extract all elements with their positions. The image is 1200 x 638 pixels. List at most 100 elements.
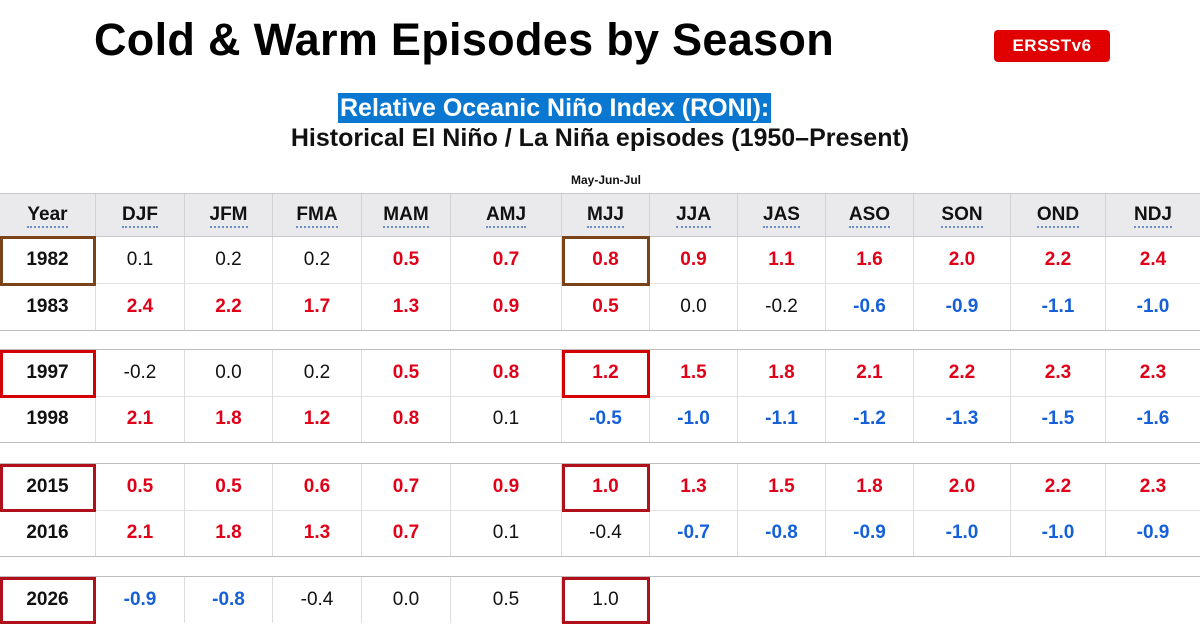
year-cell: 1983: [0, 284, 96, 330]
header-jja: JJA: [650, 194, 738, 236]
value-cell-amj: 0.1: [451, 510, 562, 556]
value-cell-amj: 0.1: [451, 396, 562, 442]
table-row-2015: 2015 0.5 0.5 0.6 0.7 0.9 1.0 1.3 1.5 1.8 2.0 2.2 2.3: [0, 464, 1200, 510]
value-cell-aso: -0.6: [826, 284, 914, 330]
value-cell-jfm: -0.8: [185, 577, 273, 623]
subtitle-highlighted: Relative Oceanic Niño Index (RONI):: [338, 93, 772, 123]
value-cell-jas: -1.1: [738, 396, 826, 442]
empty-cell: [650, 577, 738, 623]
value-cell-mam: 0.0: [362, 577, 451, 623]
value-cell-jfm: 1.8: [185, 510, 273, 556]
value-cell-djf: 0.5: [96, 464, 185, 510]
value-cell-son: -1.0: [914, 510, 1011, 556]
value-cell-mjj: 1.2: [562, 350, 650, 396]
value-cell-mam: 1.3: [362, 284, 451, 330]
mjj-column-note: May-Jun-Jul: [570, 173, 641, 187]
header-label: OND: [1036, 205, 1080, 228]
value-cell-mjj: 1.0: [562, 464, 650, 510]
header-ond: OND: [1011, 194, 1106, 236]
table-row-1997: 1997 -0.2 0.0 0.2 0.5 0.8 1.2 1.5 1.8 2.1 2.2 2.3 2.…: [0, 350, 1200, 396]
value-cell-mjj: -0.5: [562, 396, 650, 442]
header-label: JFM: [209, 205, 248, 228]
value-cell-jja: 1.3: [650, 464, 738, 510]
value-cell-jas: -0.2: [738, 284, 826, 330]
header-ndj: NDJ: [1106, 194, 1200, 236]
value-cell-jfm: 1.8: [185, 396, 273, 442]
value-cell-djf: -0.2: [96, 350, 185, 396]
value-cell-amj: 0.5: [451, 577, 562, 623]
row-divider: [0, 576, 1200, 577]
value-cell-aso: 1.6: [826, 237, 914, 283]
header-fma: FMA: [273, 194, 362, 236]
header-aso: ASO: [826, 194, 914, 236]
row-divider: [0, 349, 1200, 350]
value-cell-mam: 0.5: [362, 350, 451, 396]
value-cell-aso: 2.1: [826, 350, 914, 396]
value-cell-son: -0.9: [914, 284, 1011, 330]
row-divider: [0, 556, 1200, 557]
value-cell-fma: -0.4: [273, 577, 362, 623]
header-djf: DJF: [96, 194, 185, 236]
value-cell-ond: 2.3: [1011, 350, 1106, 396]
subtitle: Historical El Niño / La Niña episodes (1…: [290, 124, 910, 152]
value-cell-jas: 1.8: [738, 350, 826, 396]
value-cell-aso: -0.9: [826, 510, 914, 556]
value-cell-aso: 1.8: [826, 464, 914, 510]
value-cell-fma: 0.2: [273, 350, 362, 396]
value-cell-ndj: 2.4: [1139, 249, 1167, 270]
value-cell-jja: 0.9: [650, 237, 738, 283]
value-cell-ond: 2.2: [1011, 464, 1106, 510]
value-cell-ndj: -0.9: [1136, 522, 1170, 543]
table-row-2016: 2016 2.1 1.8 1.3 0.7 0.1 -0.4 -0.7 -0.8 -0.9 -1.0-…: [0, 510, 1200, 556]
year-cell: 2016: [0, 510, 96, 556]
table-row-1982: 1982 0.1 0.2 0.2 0.5 0.7 0.8 0.9 1.1 1.6 2.0 2.2 2.4: [0, 237, 1200, 283]
empty-cell: [1106, 577, 1200, 623]
header-label: MJJ: [587, 205, 624, 228]
value-cell-djf: 2.1: [96, 396, 185, 442]
header-label: DJF: [122, 205, 158, 228]
header-amj: AMJ: [451, 194, 562, 236]
page-title: Cold & Warm Episodes by Season: [94, 14, 834, 65]
year-cell: 2026: [0, 577, 96, 623]
value-cell-fma: 0.6: [273, 464, 362, 510]
value-cell-mjj: 0.8: [562, 237, 650, 283]
header-label: JAS: [763, 205, 800, 228]
header-year: Year: [0, 194, 96, 236]
empty-cell: [738, 577, 826, 623]
table-header: Year DJF JFM FMA MAM AMJ MJJ JJA JAS ASO SON OND NDJ: [0, 193, 1200, 237]
empty-cell: [1011, 577, 1106, 623]
value-cell-ndj: 2.3: [1139, 476, 1167, 497]
value-cell-mam: 0.8: [362, 396, 451, 442]
header-label: JJA: [676, 205, 711, 228]
value-cell-amj: 0.9: [451, 464, 562, 510]
header-jfm: JFM: [185, 194, 273, 236]
value-cell-djf: 0.1: [96, 237, 185, 283]
header-jas: JAS: [738, 194, 826, 236]
value-cell-mam: 0.5: [362, 237, 451, 283]
header-label: MAM: [383, 205, 429, 228]
value-cell-ond: -1.1: [1011, 284, 1106, 330]
value-cell-jfm: 0.5: [185, 464, 273, 510]
value-cell-ond: -1.0: [1011, 510, 1106, 556]
header-label: ASO: [848, 205, 891, 228]
header-label: Year: [27, 205, 68, 228]
value-cell-aso: -1.2: [826, 396, 914, 442]
value-cell-ndj: 2.3: [1139, 362, 1167, 383]
row-divider: [0, 463, 1200, 464]
table-row-1983: 1983 2.4 2.2 1.7 1.3 0.9 0.5 0.0 -0.2 -0.6 -0.9 -1.…: [0, 284, 1200, 330]
header-label: NDJ: [1133, 205, 1172, 228]
value-cell-jfm: 2.2: [185, 284, 273, 330]
value-cell-jas: 1.5: [738, 464, 826, 510]
value-cell-jfm: 0.0: [185, 350, 273, 396]
value-cell-fma: 1.7: [273, 284, 362, 330]
value-cell-fma: 1.2: [273, 396, 362, 442]
value-cell-son: -1.3: [914, 396, 1011, 442]
value-cell-mam: 0.7: [362, 464, 451, 510]
value-cell-amj: 0.7: [451, 237, 562, 283]
value-cell-djf: 2.1: [96, 510, 185, 556]
value-cell-mam: 0.7: [362, 510, 451, 556]
empty-cell: [914, 577, 1011, 623]
header-label: SON: [941, 205, 983, 228]
year-cell: 2015: [0, 464, 96, 510]
table-row-1998: 1998 2.1 1.8 1.2 0.8 0.1 -0.5 -1.0 -1.1 -1.2 -1.3-…: [0, 396, 1200, 442]
